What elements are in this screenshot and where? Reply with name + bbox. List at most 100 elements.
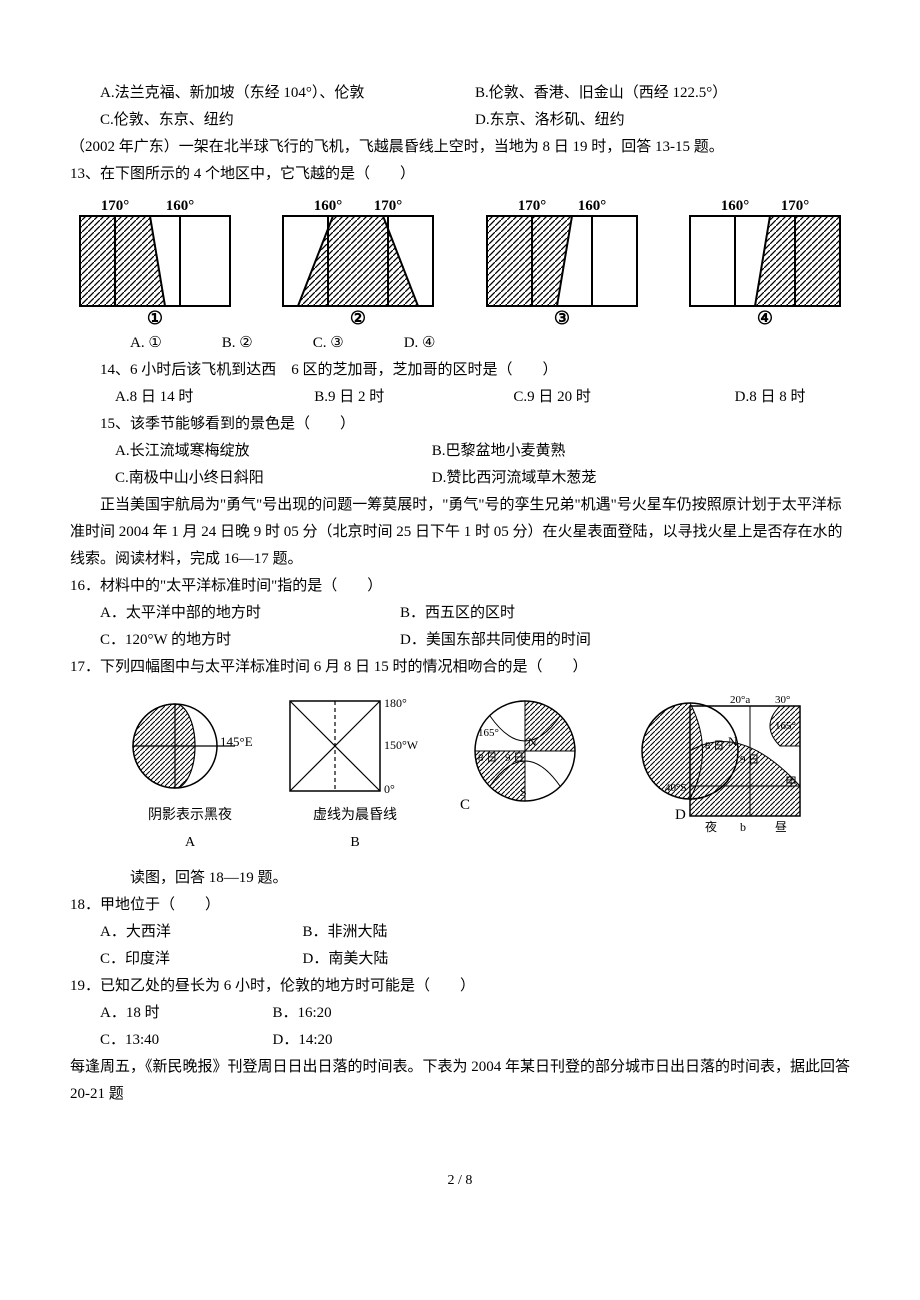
q16-optC: C．120°W 的地方时 [100, 627, 363, 654]
diag-D: 20°a 30° 165° N 8 日 9 日 40°S 甲 夜 b 昼 D [620, 691, 820, 851]
diag4-left-label: 160° [721, 198, 750, 214]
diag-1: 170° 160° ① [70, 196, 240, 326]
diagC-9: 9 日 [505, 752, 524, 764]
diagB-cap: B [280, 830, 430, 855]
diagC-N: N [528, 735, 537, 749]
diagA-sub: 阴影表示黑夜 [120, 803, 260, 828]
q19-options-2: C．13:40 D．14:20 [70, 1027, 850, 1054]
diag2-left-label: 160° [314, 198, 343, 214]
diagB-bot: 0° [384, 782, 395, 796]
q13-stem: 13、在下图所示的 4 个地区中，它飞越的是（ ） [70, 161, 850, 188]
diagB-sub: 虚线为晨昏线 [280, 803, 430, 828]
diagD-30: 30° [775, 694, 790, 706]
diag3-circled: ③ [554, 308, 570, 326]
diagB-mid: 150°W [384, 738, 419, 752]
passage-3: 读图，回答 18—19 题。 [70, 865, 850, 892]
q17-stem: 17．下列四幅图中与太平洋标准时间 6 月 8 日 15 时的情况相吻合的是（ … [70, 654, 850, 681]
q14-optC: C.9 日 20 时 [513, 384, 697, 411]
q15-optA: A.长江流域寒梅绽放 [115, 438, 394, 465]
passage-4: 每逢周五，《新民晚报》刊登周日日出日落的时间表。下表为 2004 年某日刊登的部… [70, 1054, 850, 1108]
q12-optC: C.伦敦、东京、纽约 [100, 107, 438, 134]
q15-optD: D.赞比西河流域草木葱茏 [432, 465, 597, 492]
q19-optA: A．18 时 [100, 1000, 235, 1027]
diagC-cap: C [460, 797, 470, 813]
diag-3: 170° 160° ③ [477, 196, 647, 326]
diagD-ye: 夜 [705, 819, 717, 834]
q18-optB: B．非洲大陆 [303, 919, 388, 946]
diagD-N: N [728, 734, 738, 749]
q13-options: A. ① B. ② C. ③ D. ④ [70, 330, 850, 357]
q12-optB: B.伦敦、香港、旧金山（西经 122.5°） [475, 80, 813, 107]
page-footer: 2 / 8 [70, 1168, 850, 1193]
diag2-circled: ② [350, 308, 366, 326]
diag-4: 160° 170° ④ [680, 196, 850, 326]
q16-optA: A．太平洋中部的地方时 [100, 600, 363, 627]
q14-options: A.8 日 14 时 B.9 日 2 时 C.9 日 20 时 D.8 日 8 … [70, 384, 850, 411]
q19-optB: B．16:20 [273, 1000, 332, 1027]
q18-options-2: C．印度洋 D．南美大陆 [70, 946, 850, 973]
passage-2: 正当美国宇航局为"勇气"号出现的问题一筹莫展时，"勇气"号的孪生兄弟"机遇"号火… [70, 492, 850, 573]
q16-options-2: C．120°W 的地方时 D．美国东部共同使用的时间 [70, 627, 850, 654]
q13-optB: B. ② [222, 330, 253, 357]
diag3-left-label: 170° [517, 198, 546, 214]
q14-optA: A.8 日 14 时 [115, 384, 277, 411]
diagC-8: 8 日 [478, 752, 497, 764]
q13-diagrams: 170° 160° ① 160° 170° ② 170° 160° [70, 196, 850, 326]
q19-optC: C．13:40 [100, 1027, 235, 1054]
q13-optA: A. ① [130, 330, 162, 357]
q18-optC: C．印度洋 [100, 946, 265, 973]
q14-optB: B.9 日 2 时 [314, 384, 476, 411]
diag-2: 160° 170° ② [273, 196, 443, 326]
diag2-right-label: 170° [374, 198, 403, 214]
diagA-cap: A [120, 830, 260, 855]
diag3-right-label: 160° [577, 198, 606, 214]
q19-stem: 19．已知乙处的昼长为 6 小时，伦敦的地方时可能是（ ） [70, 973, 850, 1000]
q12-options-2: C.伦敦、东京、纽约 D.东京、洛杉矶、纽约 [70, 107, 850, 134]
q19-optD: D．14:20 [273, 1027, 333, 1054]
q15-optB: B.巴黎盆地小麦黄熟 [432, 438, 566, 465]
q18-options-1: A．大西洋 B．非洲大陆 [70, 919, 850, 946]
q12-optD: D.东京、洛杉矶、纽约 [475, 107, 813, 134]
diagD-b: b [740, 820, 746, 834]
diagC-165: 165° [478, 727, 499, 739]
diag4-circled: ④ [757, 308, 773, 326]
q12-options: A.法兰克福、新加坡（东经 104°）、伦敦 B.伦敦、香港、旧金山（西经 12… [70, 80, 850, 107]
diagD-cap: D [675, 807, 686, 823]
q14-optD: D.8 日 8 时 [735, 384, 806, 411]
diag1-circled: ① [147, 308, 163, 326]
diagA-label: 145°E [220, 734, 253, 749]
diagD-20: 20°a [730, 694, 750, 706]
q18-optD: D．南美大陆 [303, 946, 389, 973]
diagB-top: 180° [384, 696, 407, 710]
diag-A: 145°E 阴影表示黑夜 A [120, 691, 260, 855]
q16-stem: 16．材料中的"太平洋标准时间"指的是（ ） [70, 573, 850, 600]
passage-1: （2002 年广东）一架在北半球飞行的飞机，飞越晨昏线上空时，当地为 8 日 1… [70, 134, 850, 161]
diagD-8: 8 日 [705, 740, 724, 752]
q15-options-1: A.长江流域寒梅绽放 B.巴黎盆地小麦黄熟 [70, 438, 850, 465]
q16-optD: D．美国东部共同使用的时间 [400, 627, 591, 654]
diag1-left-label: 170° [101, 198, 130, 214]
q18-stem: 18．甲地位于（ ） [70, 892, 850, 919]
q19-options-1: A．18 时 B．16:20 [70, 1000, 850, 1027]
q15-optC: C.南极中山小终日斜阳 [115, 465, 394, 492]
q16-options-1: A．太平洋中部的地方时 B．西五区的区时 [70, 600, 850, 627]
q12-optA: A.法兰克福、新加坡（东经 104°）、伦敦 [100, 80, 438, 107]
q17-diagrams: 145°E 阴影表示黑夜 A 180° 150°W 0° 虚线为晨昏线 B [70, 691, 850, 855]
diag-B: 180° 150°W 0° 虚线为晨昏线 B [280, 691, 430, 855]
diag4-right-label: 170° [781, 198, 810, 214]
diagD-9: 9 日 [740, 754, 759, 766]
diag1-right-label: 160° [166, 198, 195, 214]
q15-options-2: C.南极中山小终日斜阳 D.赞比西河流域草木葱茏 [70, 465, 850, 492]
q13-optD: D. ④ [404, 330, 436, 357]
q14-stem: 14、6 小时后该飞机到达西 6 区的芝加哥，芝加哥的区时是（ ） [70, 357, 850, 384]
q16-optB: B．西五区的区时 [400, 600, 515, 627]
q15-stem: 15、该季节能够看到的景色是（ ） [70, 411, 850, 438]
diagD-40s: 40°S [665, 782, 687, 794]
diag-C: 165° 8 日 9 日 N S C [450, 691, 600, 831]
diagC-S: S [520, 785, 527, 799]
diagD-165: 165° [775, 720, 796, 732]
diagD-zhou: 昼 [775, 820, 787, 834]
q18-optA: A．大西洋 [100, 919, 265, 946]
q13-optC: C. ③ [313, 330, 344, 357]
diagD-jia: 甲 [785, 775, 797, 789]
